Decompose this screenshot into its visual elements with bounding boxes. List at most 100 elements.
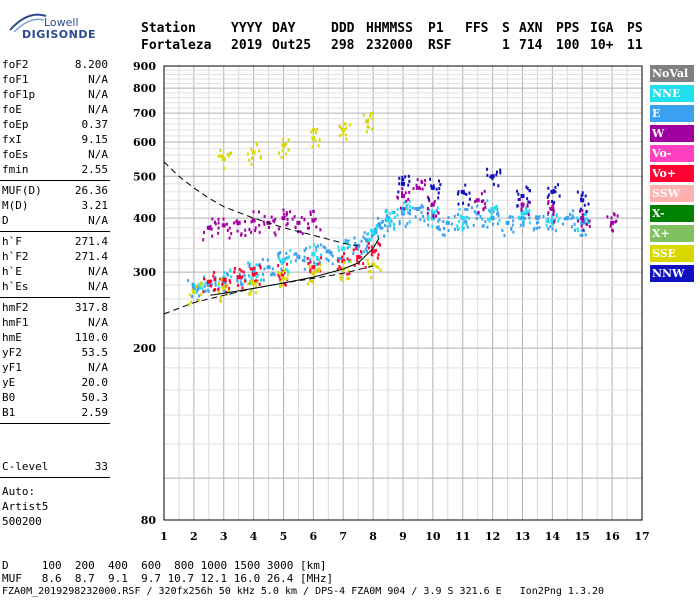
echo-mark xyxy=(347,259,350,263)
echo-mark xyxy=(585,216,588,220)
echo-mark xyxy=(496,207,499,211)
echo-mark xyxy=(486,199,489,203)
echo-mark xyxy=(366,125,369,129)
echo-mark xyxy=(253,266,256,270)
echo-mark xyxy=(491,177,494,181)
echo-mark xyxy=(286,273,289,277)
header-label: DAY xyxy=(272,21,296,36)
echo-mark xyxy=(474,200,477,204)
header-label: S xyxy=(502,21,510,36)
echo-mark xyxy=(356,259,359,263)
echo-mark xyxy=(384,210,387,214)
param-row: hmE 110.0 xyxy=(2,331,108,346)
echo-mark xyxy=(238,267,241,271)
echo-mark xyxy=(317,267,320,271)
echo-mark xyxy=(236,229,239,233)
echo-mark xyxy=(366,258,369,262)
echo-mark xyxy=(196,289,199,293)
echo-mark xyxy=(503,233,506,237)
echo-mark xyxy=(294,259,297,263)
echo-mark xyxy=(316,257,319,261)
echo-mark xyxy=(257,273,260,277)
x-tick-label: 12 xyxy=(485,530,500,543)
echo-mark xyxy=(214,280,217,284)
echo-mark xyxy=(572,209,575,213)
echo-mark xyxy=(331,262,334,266)
echo-mark xyxy=(278,251,281,255)
echo-mark xyxy=(209,225,212,229)
param-name: B0 xyxy=(2,391,16,404)
echo-mark xyxy=(545,220,548,224)
echo-mark xyxy=(409,209,412,213)
echo-mark xyxy=(377,241,380,245)
echo-mark xyxy=(414,207,417,211)
x-tick-label: 15 xyxy=(575,530,590,543)
echo-mark xyxy=(255,271,258,275)
echo-mark xyxy=(259,266,262,270)
echo-mark xyxy=(611,228,614,232)
echo-mark xyxy=(251,156,254,160)
echo-mark xyxy=(348,276,351,280)
echo-mark xyxy=(312,209,315,213)
param-value: N/A xyxy=(88,73,108,86)
echo-mark xyxy=(315,263,318,267)
echo-mark xyxy=(535,215,538,219)
echo-mark xyxy=(364,237,367,241)
legend-item: X- xyxy=(650,205,694,222)
echo-mark xyxy=(279,278,282,282)
echo-mark xyxy=(398,182,401,186)
echo-mark xyxy=(554,185,557,189)
echo-mark xyxy=(256,280,259,284)
echo-mark xyxy=(225,272,228,276)
echo-mark xyxy=(196,298,199,302)
echo-mark xyxy=(581,209,584,213)
echo-mark xyxy=(340,273,343,277)
echo-mark xyxy=(389,222,392,226)
auto-scaling-text: 500200 xyxy=(2,515,42,528)
echo-mark xyxy=(259,278,262,282)
echo-mark xyxy=(586,218,589,222)
echo-mark xyxy=(441,233,444,237)
param-row: yF2 53.5 xyxy=(2,346,108,361)
echo-mark xyxy=(314,217,317,221)
echo-mark xyxy=(330,250,333,254)
echo-mark xyxy=(432,215,435,219)
echo-mark xyxy=(212,274,215,278)
echo-mark xyxy=(461,225,464,229)
y-tick-label: 300 xyxy=(133,266,156,279)
echo-mark xyxy=(224,281,227,285)
echo-mark xyxy=(274,217,277,221)
echo-mark xyxy=(347,269,350,273)
echo-mark xyxy=(458,219,461,223)
header-label: PS xyxy=(627,21,643,36)
echo-mark xyxy=(473,210,476,214)
data-point xyxy=(520,211,525,216)
echo-mark xyxy=(558,194,561,198)
data-point xyxy=(430,211,435,216)
echo-mark xyxy=(338,265,341,269)
echo-mark xyxy=(573,228,576,232)
echo-mark xyxy=(414,215,417,219)
legend-item: NNW xyxy=(650,265,694,282)
echo-mark xyxy=(355,246,358,250)
echo-mark xyxy=(226,283,229,287)
echo-mark xyxy=(337,245,340,249)
header-value: 298 xyxy=(331,38,355,53)
echo-mark xyxy=(258,230,261,234)
echo-mark xyxy=(301,232,304,236)
echo-mark xyxy=(381,226,384,230)
echo-mark xyxy=(305,247,308,251)
echo-mark xyxy=(223,289,226,293)
echo-mark xyxy=(576,219,579,223)
echo-mark xyxy=(511,223,514,227)
echo-mark xyxy=(437,191,440,195)
echo-mark xyxy=(479,215,482,219)
echo-mark xyxy=(318,261,321,265)
echo-mark xyxy=(317,269,320,273)
x-tick-label: 2 xyxy=(190,530,198,543)
echo-mark xyxy=(220,277,223,281)
echo-mark xyxy=(352,248,355,252)
echo-mark xyxy=(547,227,550,231)
param-row: fxI 9.15 xyxy=(2,133,108,148)
